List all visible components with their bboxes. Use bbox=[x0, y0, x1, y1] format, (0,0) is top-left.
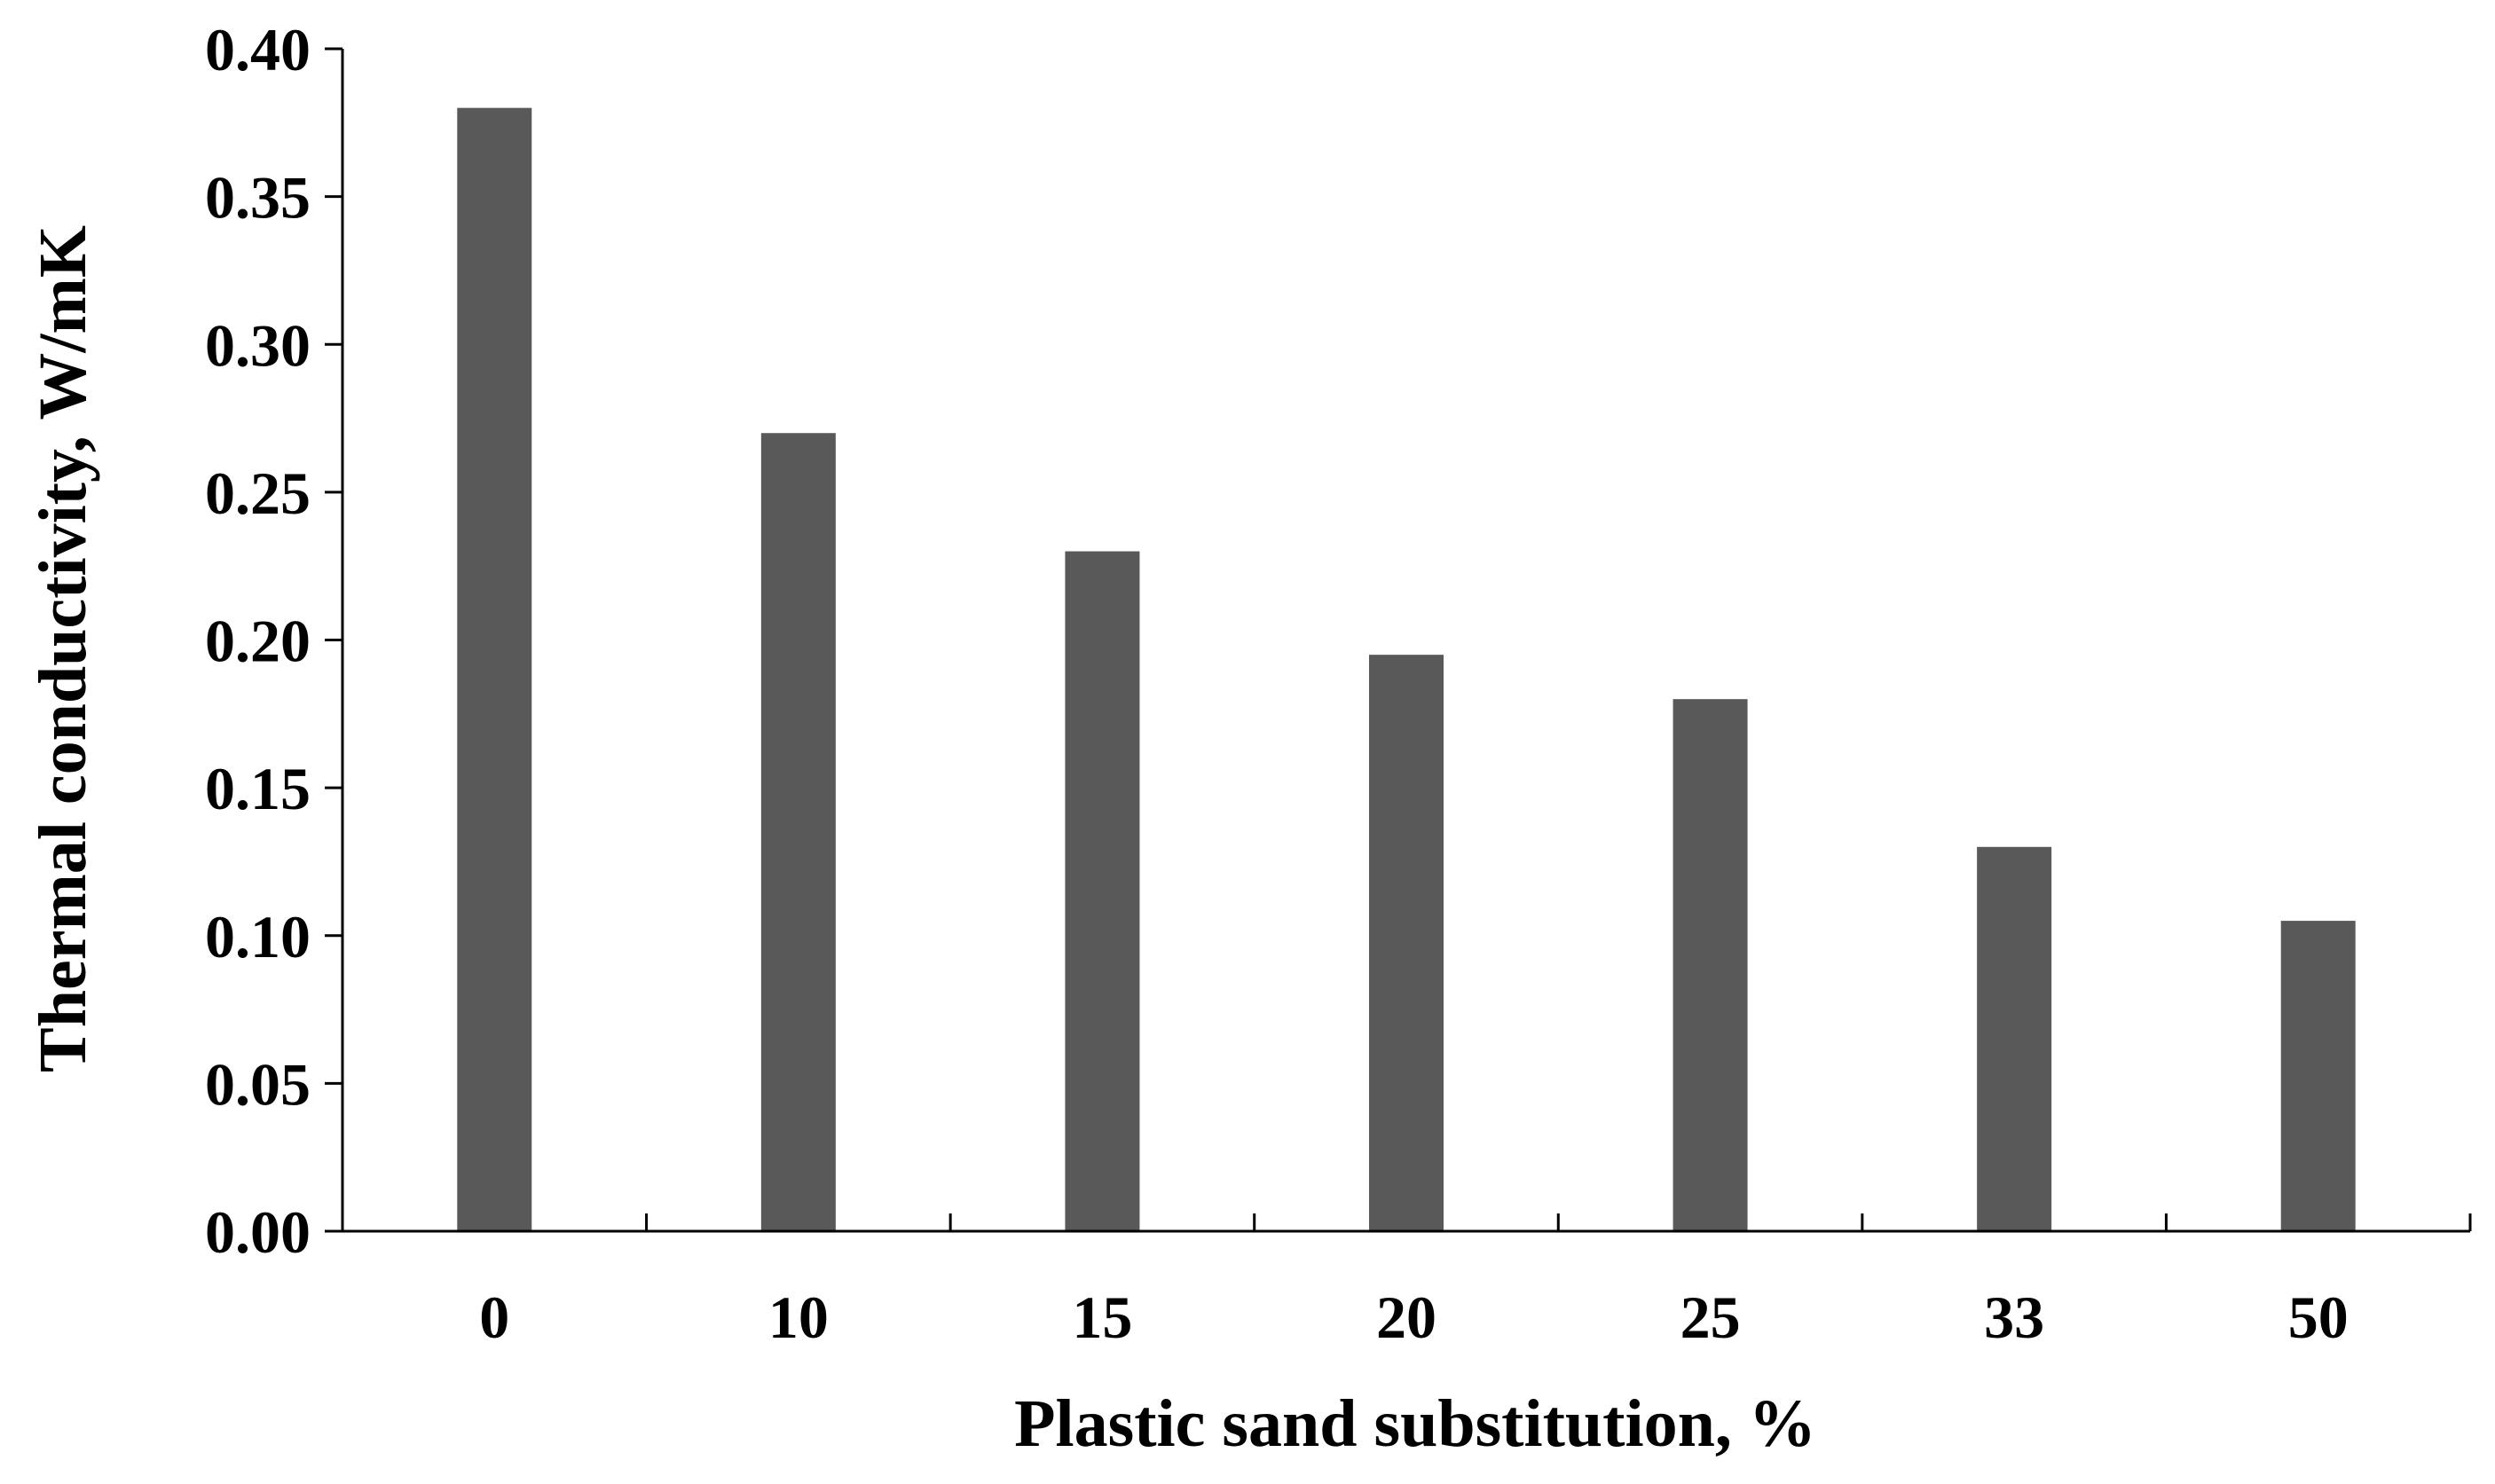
y-tick-label: 0.30 bbox=[205, 311, 311, 379]
y-tick-label: 0.10 bbox=[205, 903, 311, 970]
y-tick-label: 0.20 bbox=[205, 608, 311, 675]
bars-layer bbox=[457, 107, 2356, 1232]
y-tick-label: 0.00 bbox=[205, 1198, 311, 1266]
x-tick-label: 10 bbox=[768, 1284, 829, 1351]
x-tick-label: 20 bbox=[1376, 1284, 1436, 1351]
tick-labels-layer: 0.00 0.05 0.10 0.15 0.20 0.25 0.30 0.35 0.40 0 10 1… bbox=[205, 16, 2349, 1351]
bar-10 bbox=[760, 433, 836, 1232]
y-tick-label: 0.05 bbox=[205, 1050, 311, 1118]
x-tick-label: 33 bbox=[1984, 1284, 2044, 1351]
bar-20 bbox=[1369, 655, 1444, 1231]
x-tick-label: 25 bbox=[1680, 1284, 1741, 1351]
x-tick-label: 0 bbox=[479, 1284, 509, 1351]
y-tick-label: 0.25 bbox=[205, 459, 311, 527]
x-tick-label: 50 bbox=[2288, 1284, 2349, 1351]
bar-33 bbox=[1977, 846, 2052, 1231]
bar-0 bbox=[457, 107, 532, 1231]
bar-50 bbox=[2280, 921, 2356, 1231]
x-tick-label: 15 bbox=[1072, 1284, 1132, 1351]
x-axis-title: Plastic sand substitution, % bbox=[1014, 1386, 1816, 1461]
y-tick-label: 0.40 bbox=[205, 16, 311, 83]
y-axis-title: Thermal conductivity, W/mK bbox=[26, 225, 100, 1072]
y-tick-label: 0.15 bbox=[205, 755, 311, 822]
bar-15 bbox=[1065, 551, 1140, 1231]
bar-25 bbox=[1673, 699, 1748, 1231]
ticks-layer bbox=[325, 47, 2472, 1233]
y-tick-label: 0.35 bbox=[205, 164, 311, 232]
